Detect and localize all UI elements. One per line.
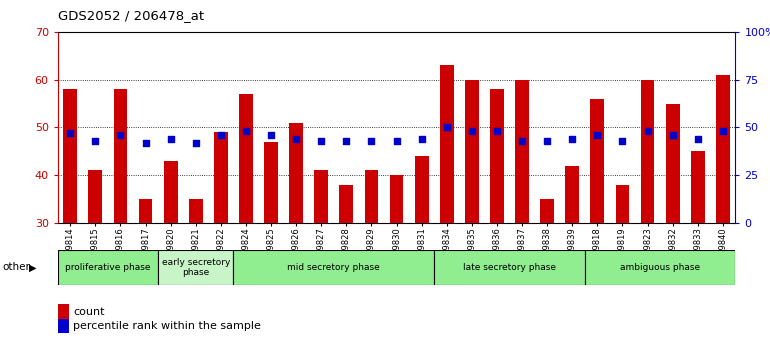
- Bar: [63, 89, 77, 223]
- Bar: [340, 185, 353, 223]
- Bar: [89, 171, 102, 223]
- Point: [516, 138, 528, 144]
- Text: late secretory phase: late secretory phase: [463, 263, 556, 272]
- Bar: [440, 65, 454, 223]
- Point: [265, 132, 277, 138]
- Bar: [434, 250, 584, 285]
- Point: [139, 140, 152, 145]
- Bar: [139, 199, 152, 223]
- Point: [691, 136, 704, 142]
- Point: [616, 138, 628, 144]
- Point: [340, 138, 353, 144]
- Point: [440, 125, 453, 130]
- Bar: [239, 94, 253, 223]
- Bar: [233, 250, 434, 285]
- Bar: [364, 171, 378, 223]
- Text: count: count: [73, 307, 105, 316]
- Bar: [158, 250, 233, 285]
- Text: ambiguous phase: ambiguous phase: [620, 263, 700, 272]
- Text: GDS2052 / 206478_at: GDS2052 / 206478_at: [58, 9, 204, 22]
- Point: [365, 138, 377, 144]
- Bar: [490, 89, 504, 223]
- Bar: [214, 132, 228, 223]
- Bar: [666, 104, 679, 223]
- Bar: [164, 161, 178, 223]
- Point: [215, 132, 227, 138]
- Bar: [264, 142, 278, 223]
- Text: percentile rank within the sample: percentile rank within the sample: [73, 321, 261, 331]
- Bar: [390, 175, 403, 223]
- Point: [89, 138, 102, 144]
- Bar: [114, 89, 127, 223]
- Point: [490, 129, 503, 134]
- Point: [566, 136, 578, 142]
- Bar: [565, 166, 579, 223]
- Text: early secretory
phase: early secretory phase: [162, 258, 230, 277]
- Bar: [515, 80, 529, 223]
- Point: [591, 132, 604, 138]
- Point: [541, 138, 554, 144]
- Point: [165, 136, 177, 142]
- Point: [290, 136, 303, 142]
- Bar: [584, 250, 735, 285]
- Bar: [189, 199, 203, 223]
- Bar: [314, 171, 328, 223]
- Point: [667, 132, 679, 138]
- Point: [189, 140, 202, 145]
- Point: [717, 129, 729, 134]
- Point: [416, 136, 428, 142]
- Bar: [290, 123, 303, 223]
- Bar: [591, 99, 604, 223]
- Text: ▶: ▶: [29, 262, 37, 272]
- Bar: [641, 80, 654, 223]
- Point: [641, 129, 654, 134]
- Point: [390, 138, 403, 144]
- Bar: [58, 250, 158, 285]
- Bar: [615, 185, 629, 223]
- Text: mid secretory phase: mid secretory phase: [287, 263, 380, 272]
- Bar: [716, 75, 730, 223]
- Bar: [691, 152, 705, 223]
- Point: [239, 129, 252, 134]
- Point: [114, 132, 126, 138]
- Bar: [541, 199, 554, 223]
- Text: proliferative phase: proliferative phase: [65, 263, 151, 272]
- Bar: [465, 80, 479, 223]
- Point: [315, 138, 327, 144]
- Bar: [415, 156, 429, 223]
- Text: other: other: [2, 262, 30, 272]
- Point: [466, 129, 478, 134]
- Point: [64, 130, 76, 136]
